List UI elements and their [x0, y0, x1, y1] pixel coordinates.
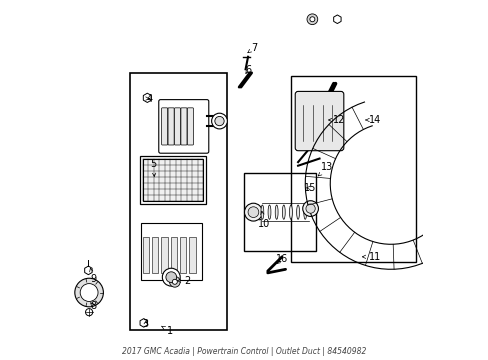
Text: 3: 3 — [142, 319, 148, 329]
FancyBboxPatch shape — [187, 108, 193, 145]
Text: 4: 4 — [145, 94, 152, 104]
Circle shape — [169, 276, 180, 287]
Text: 8: 8 — [90, 301, 96, 311]
Circle shape — [172, 279, 177, 284]
Polygon shape — [84, 266, 92, 275]
Circle shape — [244, 203, 262, 221]
Bar — [290, 76, 415, 262]
Text: 2: 2 — [177, 276, 190, 286]
Bar — [142, 237, 149, 273]
FancyBboxPatch shape — [174, 108, 180, 145]
Ellipse shape — [275, 205, 278, 219]
Text: 15: 15 — [304, 183, 316, 193]
Bar — [189, 237, 195, 273]
Circle shape — [247, 207, 258, 217]
Circle shape — [306, 14, 317, 24]
Circle shape — [302, 201, 318, 216]
Ellipse shape — [282, 205, 285, 219]
Polygon shape — [143, 93, 151, 103]
Circle shape — [305, 204, 315, 213]
Text: 5: 5 — [150, 159, 157, 176]
Text: 14: 14 — [365, 115, 380, 125]
FancyBboxPatch shape — [295, 91, 343, 151]
Circle shape — [309, 17, 314, 22]
Polygon shape — [333, 15, 341, 23]
Circle shape — [162, 268, 180, 286]
Text: 16: 16 — [275, 254, 287, 264]
Ellipse shape — [296, 205, 299, 219]
Bar — [142, 158, 203, 202]
Text: 1: 1 — [161, 326, 172, 336]
Circle shape — [462, 174, 482, 194]
Circle shape — [214, 116, 224, 126]
Text: 2017 GMC Acadia | Powertrain Control | Outlet Duct | 84540982: 2017 GMC Acadia | Powertrain Control | O… — [122, 347, 366, 356]
Text: 12: 12 — [328, 115, 345, 125]
FancyBboxPatch shape — [168, 108, 174, 145]
Circle shape — [165, 272, 176, 283]
Bar — [180, 237, 186, 273]
Text: 11: 11 — [362, 252, 380, 262]
Bar — [244, 173, 315, 251]
Circle shape — [80, 284, 98, 301]
Bar — [141, 223, 201, 280]
Polygon shape — [140, 319, 147, 327]
Circle shape — [211, 113, 227, 129]
Bar — [152, 237, 158, 273]
FancyBboxPatch shape — [181, 108, 186, 145]
Bar — [161, 237, 167, 273]
Circle shape — [75, 278, 103, 307]
Text: 13: 13 — [318, 162, 333, 176]
Text: 10: 10 — [258, 211, 270, 229]
Ellipse shape — [267, 205, 270, 219]
Ellipse shape — [261, 205, 263, 219]
Bar — [140, 156, 205, 204]
Text: 9: 9 — [89, 268, 96, 284]
Text: 6: 6 — [244, 65, 251, 75]
Ellipse shape — [289, 205, 292, 219]
Bar — [170, 237, 177, 273]
Bar — [130, 73, 226, 330]
Circle shape — [85, 309, 93, 316]
FancyBboxPatch shape — [162, 108, 167, 145]
Text: 7: 7 — [247, 43, 257, 53]
Ellipse shape — [303, 205, 306, 219]
